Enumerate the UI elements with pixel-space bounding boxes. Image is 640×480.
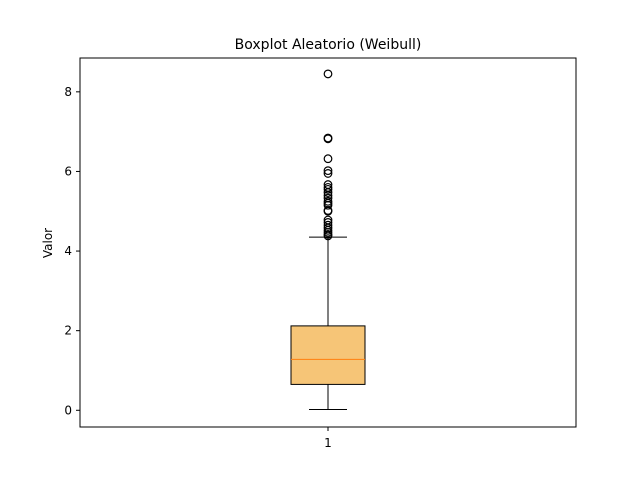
outlier-point [323,215,333,225]
plot-area: 0 2 4 6 8 1 [64,69,366,450]
y-tick-label: 6 [64,164,72,178]
outlier-point [323,217,333,227]
outlier-point [323,133,333,143]
axes-frame [79,57,577,428]
outlier-point [323,169,333,178]
iqr-box [290,325,366,385]
outlier-point [323,196,333,206]
outlier-point [323,166,333,176]
outlier-point [323,220,333,230]
y-tick-label: 8 [64,85,72,99]
outlier-point [323,154,333,164]
outlier-point [323,69,333,79]
outlier-point [323,182,333,192]
y-tick-label: 4 [64,244,72,258]
y-tick-label: 0 [64,403,72,417]
y-tick-label: 2 [64,324,72,338]
outlier-point [323,193,333,203]
y-axis-label: Valor [41,228,55,258]
chart-title: Boxplot Aleatorio (Weibull) [235,37,422,53]
outlier-point [323,180,333,189]
x-tick-label: 1 [324,436,332,450]
